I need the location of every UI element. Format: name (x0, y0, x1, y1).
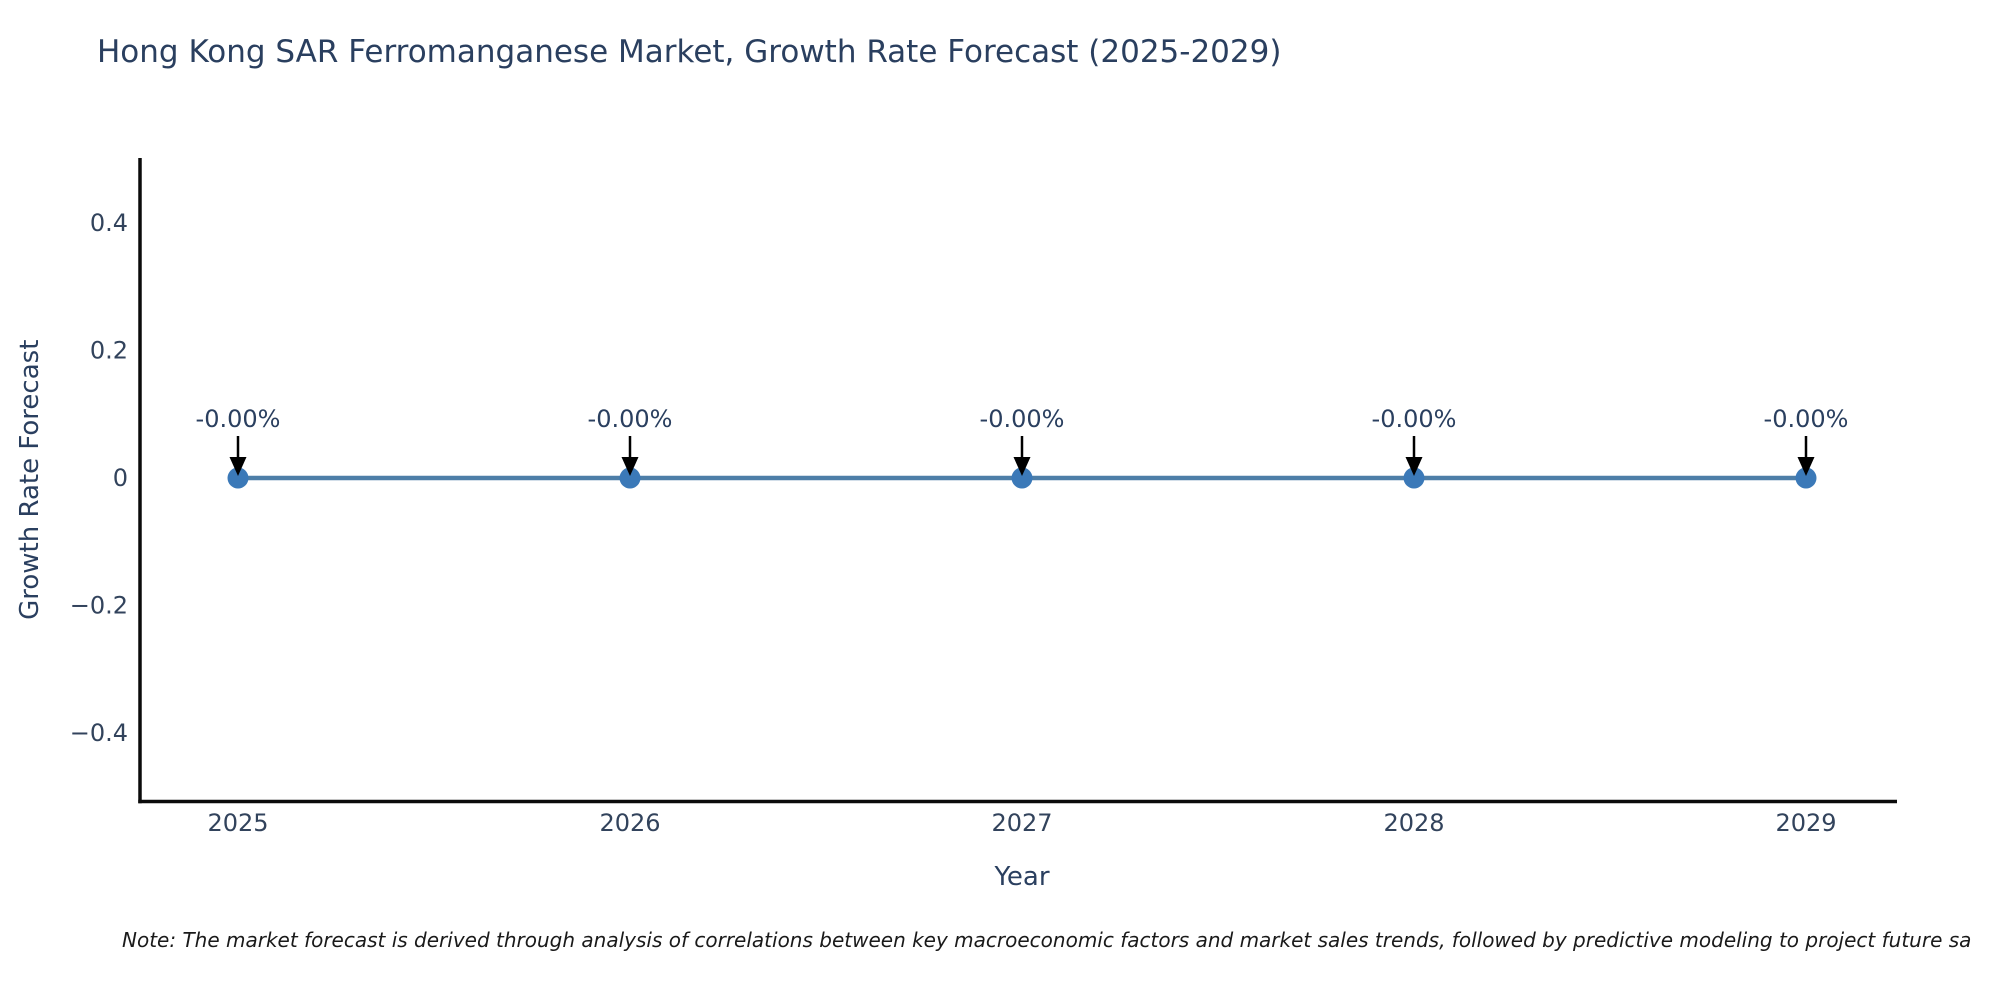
data-point-2025[interactable] (227, 467, 249, 489)
data-point-2029[interactable] (1795, 467, 1817, 489)
annotation-arrowhead (1797, 457, 1815, 476)
y-tick-label: 0 (113, 464, 128, 492)
annotation-arrowhead (229, 457, 247, 476)
annotation-label: -0.00% (980, 405, 1065, 433)
x-tick-label: 2028 (1383, 809, 1444, 837)
y-tick-label: 0.2 (90, 337, 128, 365)
annotation-arrowhead (1013, 457, 1031, 476)
x-tick-label: 2029 (1775, 809, 1836, 837)
annotation-label: -0.00% (1372, 405, 1457, 433)
annotation-arrowhead (621, 457, 639, 476)
chart-title: Hong Kong SAR Ferromanganese Market, Gro… (97, 34, 1282, 70)
y-tick-label: 0.4 (90, 209, 128, 237)
x-tick-label: 2027 (991, 809, 1052, 837)
annotation-label: -0.00% (1764, 405, 1849, 433)
chart-footnote: Note: The market forecast is derived thr… (122, 928, 1972, 952)
data-point-2027[interactable] (1011, 467, 1033, 489)
annotation-label: -0.00% (196, 405, 281, 433)
x-axis-title: Year (993, 862, 1049, 892)
x-tick-label: 2025 (207, 809, 268, 837)
y-axis-title: Growth Rate Forecast (15, 340, 45, 620)
annotation-arrowhead (1405, 457, 1423, 476)
y-tick-label: −0.4 (70, 719, 128, 747)
data-point-2026[interactable] (619, 467, 641, 489)
x-tick-label: 2026 (599, 809, 660, 837)
annotation-label: -0.00% (588, 405, 673, 433)
data-point-2028[interactable] (1403, 467, 1425, 489)
y-tick-label: −0.2 (70, 592, 128, 620)
